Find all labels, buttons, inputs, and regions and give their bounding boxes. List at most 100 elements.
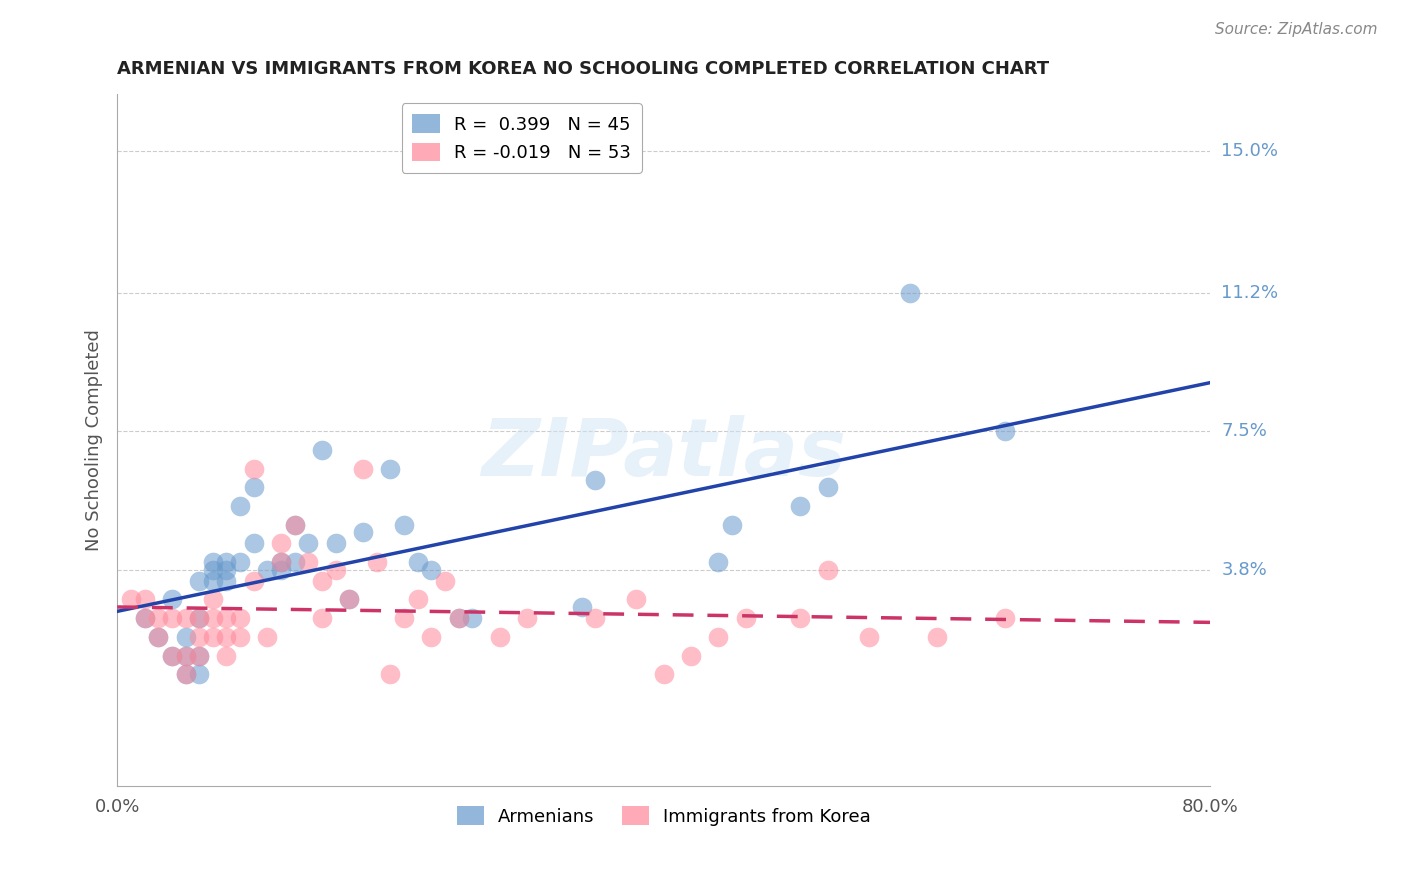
Point xyxy=(339,592,361,607)
Point xyxy=(215,562,238,576)
Point xyxy=(270,555,292,569)
Point xyxy=(516,611,538,625)
Point xyxy=(243,480,266,494)
Point xyxy=(626,592,648,607)
Point xyxy=(858,630,880,644)
Point xyxy=(174,667,197,681)
Point xyxy=(488,630,510,644)
Point xyxy=(256,630,278,644)
Point xyxy=(188,574,211,588)
Point xyxy=(817,480,839,494)
Point xyxy=(339,592,361,607)
Point xyxy=(270,562,292,576)
Point xyxy=(406,555,429,569)
Point xyxy=(134,611,156,625)
Point xyxy=(898,285,921,300)
Point xyxy=(229,499,252,513)
Point xyxy=(134,592,156,607)
Point xyxy=(583,611,606,625)
Point xyxy=(134,611,156,625)
Point xyxy=(681,648,703,663)
Point xyxy=(160,611,183,625)
Point xyxy=(284,517,307,532)
Point xyxy=(174,611,197,625)
Point xyxy=(148,611,170,625)
Point xyxy=(160,648,183,663)
Text: 11.2%: 11.2% xyxy=(1222,284,1278,301)
Point xyxy=(325,562,347,576)
Point xyxy=(734,611,756,625)
Point xyxy=(160,592,183,607)
Point xyxy=(447,611,470,625)
Point xyxy=(120,592,142,607)
Point xyxy=(380,667,402,681)
Point xyxy=(243,461,266,475)
Point xyxy=(311,611,333,625)
Point xyxy=(270,536,292,550)
Point xyxy=(229,611,252,625)
Point xyxy=(420,562,443,576)
Point xyxy=(297,536,319,550)
Point xyxy=(366,555,388,569)
Point xyxy=(434,574,457,588)
Point xyxy=(380,461,402,475)
Point xyxy=(461,611,484,625)
Point xyxy=(229,555,252,569)
Point xyxy=(311,442,333,457)
Point xyxy=(148,630,170,644)
Point xyxy=(707,630,730,644)
Point xyxy=(420,630,443,644)
Point xyxy=(174,667,197,681)
Text: ZIPatlas: ZIPatlas xyxy=(481,416,846,493)
Text: 15.0%: 15.0% xyxy=(1222,142,1278,160)
Point xyxy=(201,555,224,569)
Legend: Armenians, Immigrants from Korea: Armenians, Immigrants from Korea xyxy=(450,799,879,833)
Point xyxy=(721,517,744,532)
Point xyxy=(284,555,307,569)
Point xyxy=(406,592,429,607)
Point xyxy=(297,555,319,569)
Point xyxy=(994,611,1017,625)
Point xyxy=(256,562,278,576)
Point xyxy=(201,611,224,625)
Point xyxy=(215,555,238,569)
Point xyxy=(652,667,675,681)
Point xyxy=(325,536,347,550)
Point xyxy=(174,648,197,663)
Point xyxy=(215,611,238,625)
Point xyxy=(352,525,374,540)
Point xyxy=(188,611,211,625)
Point xyxy=(447,611,470,625)
Text: 3.8%: 3.8% xyxy=(1222,560,1267,579)
Point xyxy=(215,574,238,588)
Point xyxy=(188,648,211,663)
Text: Source: ZipAtlas.com: Source: ZipAtlas.com xyxy=(1215,22,1378,37)
Point xyxy=(817,562,839,576)
Point xyxy=(243,536,266,550)
Point xyxy=(229,630,252,644)
Point xyxy=(789,499,811,513)
Text: ARMENIAN VS IMMIGRANTS FROM KOREA NO SCHOOLING COMPLETED CORRELATION CHART: ARMENIAN VS IMMIGRANTS FROM KOREA NO SCH… xyxy=(117,60,1049,78)
Point xyxy=(188,648,211,663)
Point xyxy=(174,630,197,644)
Point xyxy=(201,592,224,607)
Point xyxy=(188,630,211,644)
Point xyxy=(994,424,1017,438)
Point xyxy=(160,648,183,663)
Point xyxy=(215,648,238,663)
Point xyxy=(201,562,224,576)
Point xyxy=(284,517,307,532)
Point xyxy=(270,555,292,569)
Point xyxy=(925,630,948,644)
Point xyxy=(571,599,593,614)
Point xyxy=(392,611,415,625)
Point xyxy=(174,648,197,663)
Point xyxy=(188,611,211,625)
Point xyxy=(707,555,730,569)
Point xyxy=(148,630,170,644)
Point xyxy=(583,473,606,487)
Point xyxy=(352,461,374,475)
Point xyxy=(243,574,266,588)
Point xyxy=(201,574,224,588)
Point xyxy=(201,630,224,644)
